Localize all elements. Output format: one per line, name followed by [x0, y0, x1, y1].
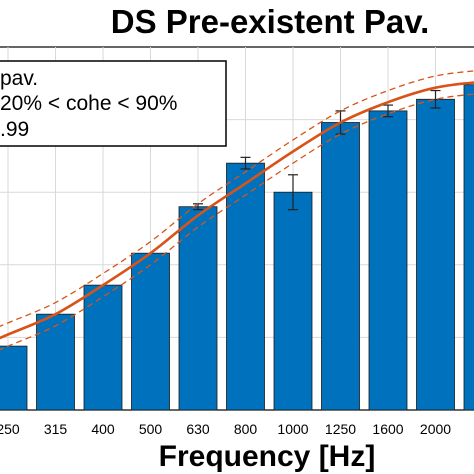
x-tick-label-400: 400	[91, 421, 115, 437]
x-tick-label-500: 500	[139, 421, 163, 437]
fit-curve-line	[0, 81, 474, 340]
x-axis-label: Frequency [Hz]	[159, 440, 376, 473]
x-tick-label-315: 315	[44, 421, 68, 437]
x-tick-label-800: 800	[234, 421, 258, 437]
bar-800	[226, 162, 265, 411]
bar-630	[178, 206, 218, 411]
legend-line-1: pav.	[0, 67, 38, 90]
bar-1000	[273, 191, 313, 411]
x-tick-labels: 25031540050063080010001250160020002	[0, 421, 451, 437]
x-tick-label-1600: 1600	[372, 421, 403, 437]
bar-2500	[463, 84, 474, 411]
bar-500	[131, 252, 170, 411]
bar-1250	[321, 122, 360, 411]
chart-title: DS Pre-existent Pav.	[111, 3, 430, 40]
bar-2000	[416, 98, 455, 411]
fit-curve	[0, 70, 474, 351]
legend-line-2: 20% < cohe < 90%	[0, 92, 177, 115]
x-tick-label-2000: 2000	[420, 421, 451, 437]
x-tick-label-250: 250	[0, 421, 20, 437]
legend-line-3: .99	[0, 118, 29, 141]
legend-box: pav. 20% < cohe < 90% .99	[0, 60, 227, 147]
bar-315	[36, 313, 75, 411]
bar-250	[0, 345, 28, 411]
x-tick-label-1250: 1250	[325, 421, 356, 437]
fit-curve-upper-bound	[0, 70, 474, 328]
x-tick-label-1000: 1000	[277, 421, 308, 437]
bar-400	[83, 284, 123, 411]
fit-curve-lower-bound	[0, 93, 474, 351]
bar-1600	[368, 110, 408, 411]
x-tick-label-630: 630	[186, 421, 210, 437]
legend-frame	[0, 60, 227, 147]
bars	[0, 84, 474, 411]
